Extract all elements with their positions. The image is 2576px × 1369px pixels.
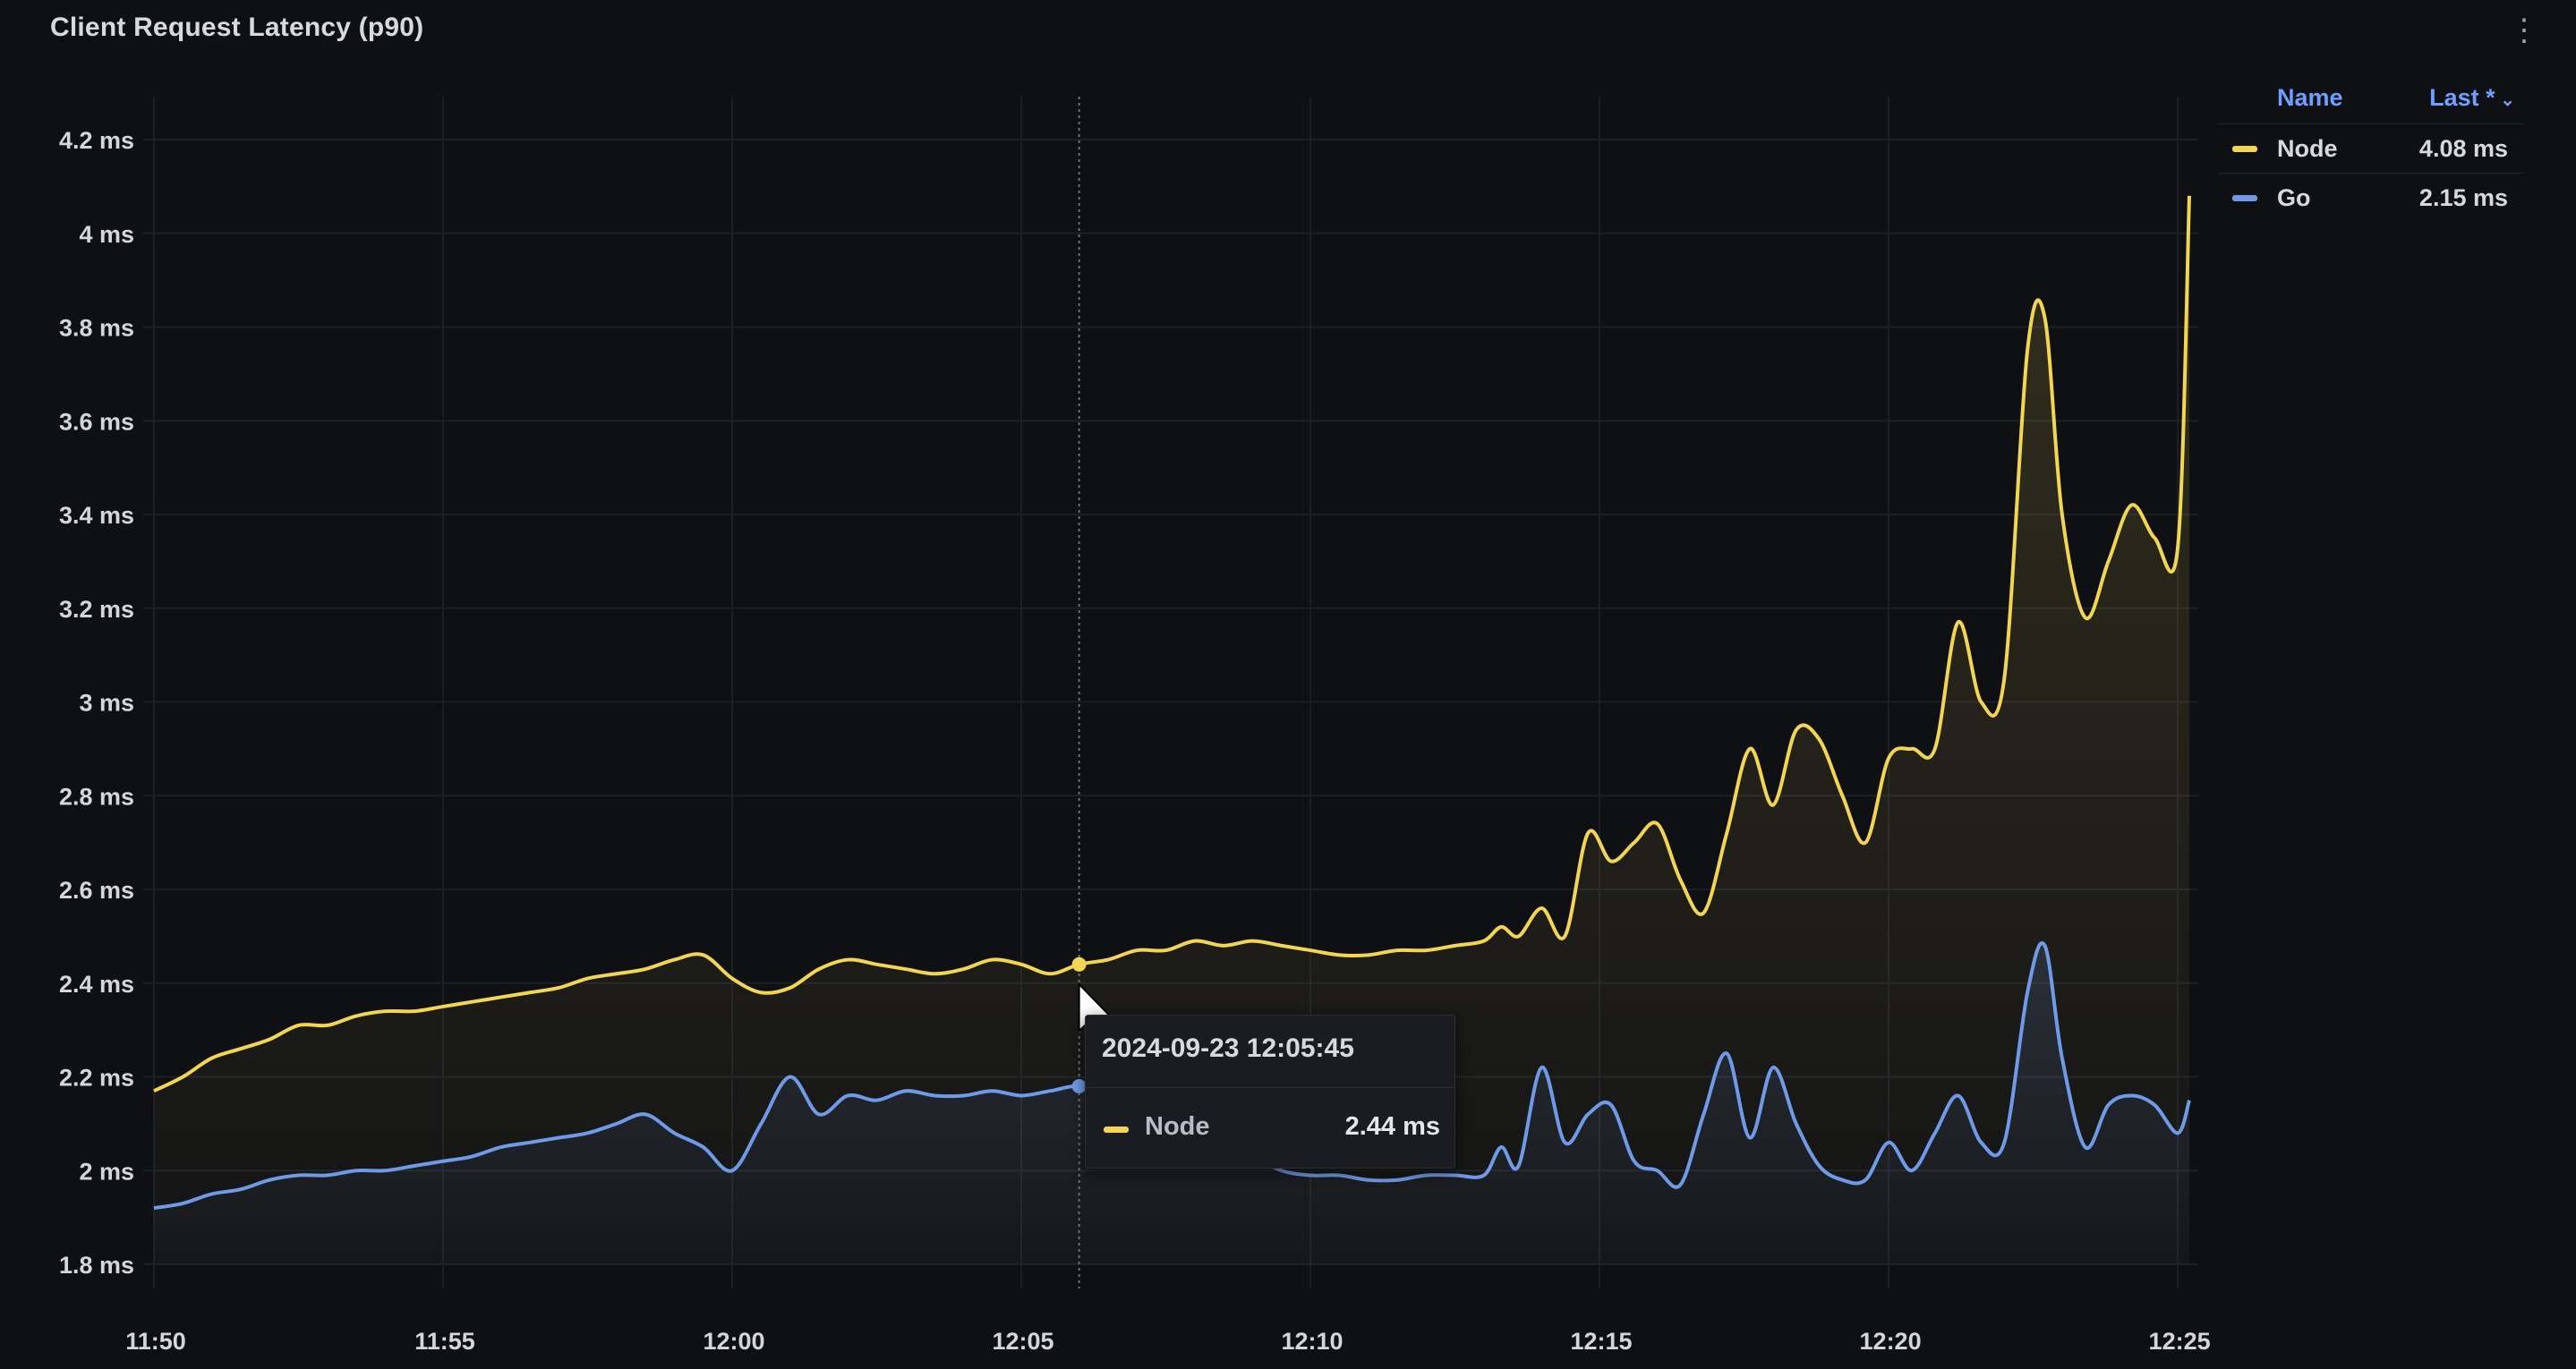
- y-tick-label: 2 ms: [79, 1158, 134, 1185]
- legend-name-header[interactable]: Name: [2277, 84, 2343, 111]
- x-tick-label: 12:20: [1860, 1328, 1922, 1355]
- y-tick-label: 2.8 ms: [59, 783, 134, 810]
- x-tick-label: 12:15: [1571, 1328, 1633, 1355]
- legend-swatch: [2232, 195, 2257, 201]
- y-tick-label: 1.8 ms: [59, 1252, 134, 1279]
- y-tick-label: 3.4 ms: [59, 502, 134, 529]
- y-tick-label: 3 ms: [79, 690, 134, 717]
- hover-point-node: [1071, 957, 1087, 972]
- x-axis-ticks: 11:50 11:55 12:00 12:05 12:10 12:15 12:20 12:25: [125, 1328, 2210, 1355]
- y-tick-label: 4.2 ms: [59, 127, 134, 154]
- legend-series-name: Node: [2277, 135, 2338, 162]
- tooltip-series-name: Node: [1145, 1112, 1210, 1141]
- series-areas: [154, 195, 2189, 1265]
- y-tick-label: 4 ms: [79, 221, 134, 248]
- x-tick-label: 11:55: [414, 1328, 475, 1355]
- y-tick-label: 3.2 ms: [59, 596, 134, 623]
- legend-series-name: Go: [2277, 184, 2311, 211]
- tooltip-divider: [1086, 1087, 1454, 1088]
- series-line-go[interactable]: [153, 941, 2191, 1211]
- legend-series-last: 2.15 ms: [2418, 184, 2508, 211]
- legend-series-last: 4.08 ms: [2418, 135, 2508, 162]
- x-tick-label: 11:50: [125, 1328, 186, 1355]
- y-axis-ticks: 4.2 ms 4 ms 3.8 ms 3.6 ms 3.4 ms 3.2 ms 3 ms 2.…: [59, 127, 134, 1279]
- panel-title: Client Request Latency (p90): [50, 13, 424, 42]
- y-tick-label: 2.4 ms: [59, 971, 134, 998]
- legend: Name Last * ⌄ Node 4.08 ms Go 2.15 ms: [2218, 79, 2524, 222]
- legend-swatch: [2232, 146, 2257, 152]
- y-tick-label: 3.6 ms: [59, 408, 134, 435]
- legend-header: Name Last * ⌄: [2218, 79, 2524, 123]
- series-line-node[interactable]: [153, 195, 2191, 1093]
- y-tick-label: 2.6 ms: [59, 877, 134, 904]
- legend-last-label: Last *: [2429, 84, 2495, 111]
- legend-last-header[interactable]: Last * ⌄: [2429, 84, 2515, 112]
- x-tick-label: 12:25: [2149, 1328, 2211, 1355]
- legend-item-go[interactable]: Go 2.15 ms: [2218, 173, 2524, 222]
- tooltip-time: 2024-09-23 12:05:45: [1102, 1033, 1354, 1063]
- x-tick-label: 12:10: [1282, 1328, 1343, 1355]
- kebab-menu-icon[interactable]: ⋮: [2509, 13, 2539, 47]
- chevron-down-icon: ⌄: [2495, 90, 2515, 110]
- x-tick-label: 12:05: [993, 1328, 1054, 1355]
- legend-item-node[interactable]: Node 4.08 ms: [2218, 123, 2524, 173]
- series-area-go: [154, 942, 2189, 1264]
- series-lines: [153, 195, 2191, 1211]
- hover-tooltip: 2024-09-23 12:05:45 Node 2.44 ms: [1085, 1015, 1455, 1169]
- x-tick-label: 12:00: [703, 1328, 764, 1355]
- series-area-node: [154, 195, 2189, 1265]
- tooltip-series-value: 2.44 ms: [1344, 1112, 1440, 1141]
- y-tick-label: 2.2 ms: [59, 1065, 134, 1092]
- tooltip-swatch: [1104, 1127, 1129, 1133]
- hover-point-go: [1071, 1078, 1087, 1093]
- y-tick-label: 3.8 ms: [59, 315, 134, 342]
